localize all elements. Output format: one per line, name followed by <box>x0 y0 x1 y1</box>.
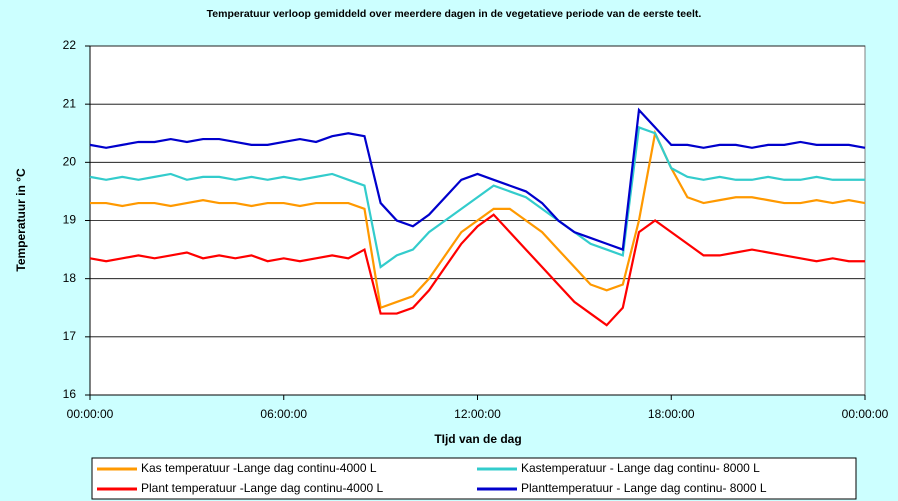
legend <box>91 457 857 500</box>
y-tick-label: 16 <box>63 387 77 401</box>
y-tick-label: 22 <box>63 38 77 52</box>
series-line <box>89 107 866 252</box>
legend-label: Planttemperatuur - Lange dag continu- 80… <box>521 481 767 495</box>
y-tick-label: 18 <box>63 271 77 285</box>
y-tick-label: 20 <box>63 155 77 169</box>
x-tick-label: 00:00:00 <box>67 407 114 421</box>
x-axis-label: TIjd van de dag <box>434 432 521 446</box>
x-tick-label: 06:00:00 <box>260 407 307 421</box>
x-tick-label: 12:00:00 <box>454 407 501 421</box>
legend-label: Kas temperatuur -Lange dag continu-4000 … <box>141 461 377 475</box>
x-tick-label: 18:00:00 <box>648 407 695 421</box>
y-tick-label: 17 <box>63 329 77 343</box>
chart-title: Temperatuur verloop gemiddeld over meerd… <box>207 8 702 20</box>
series-line <box>89 125 865 269</box>
y-tick-label: 21 <box>63 96 77 110</box>
y-axis-label: Temperatuur in °C <box>14 168 28 272</box>
series-line <box>90 129 866 310</box>
legend-label: Kastemperatuur - Lange dag continu- 8000… <box>521 461 760 475</box>
y-tick-label: 19 <box>63 213 77 227</box>
x-tick-label: 00:00:00 <box>842 407 889 421</box>
legend-label: Plant temperatuur -Lange dag continu-400… <box>141 481 383 495</box>
series-line <box>89 213 865 327</box>
